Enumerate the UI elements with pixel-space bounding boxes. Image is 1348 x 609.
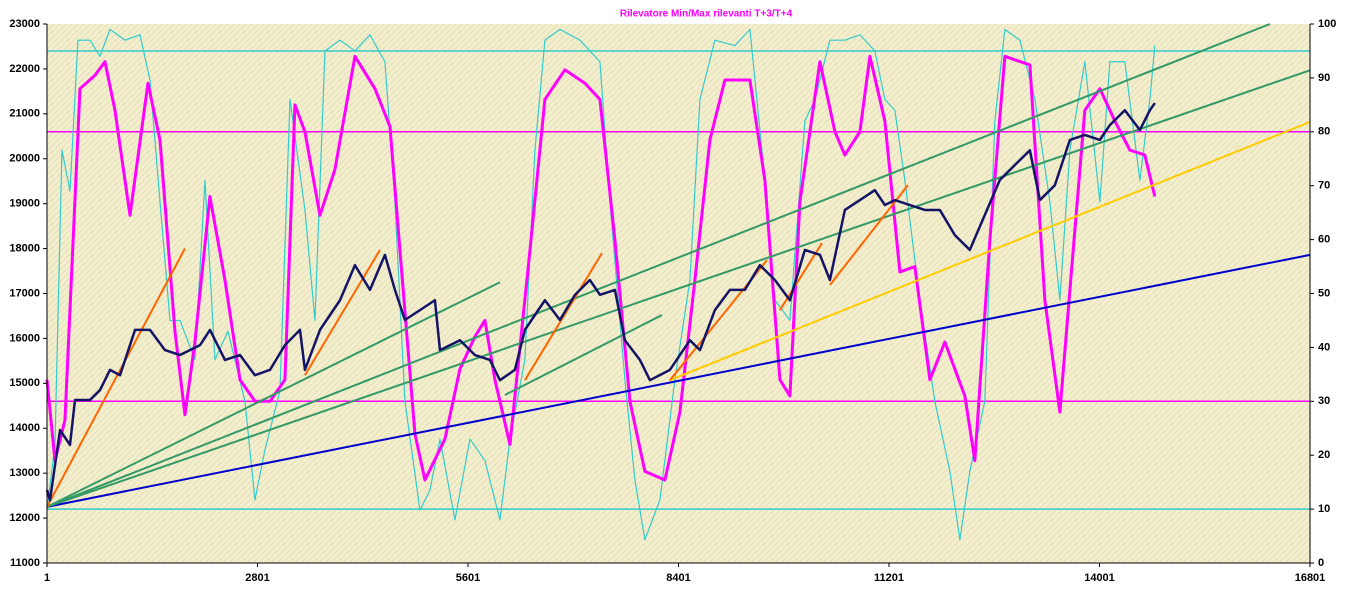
y2-tick-label: 30	[1318, 395, 1330, 407]
x-tick-label: 2801	[245, 572, 269, 584]
x-tick-label: 14001	[1084, 572, 1115, 584]
y-tick-label: 14000	[9, 422, 40, 434]
y2-tick-label: 100	[1318, 18, 1336, 30]
series-line	[45, 54, 1157, 482]
series-line	[524, 252, 603, 381]
y-tick-label: 23000	[9, 18, 40, 30]
y-tick-label: 13000	[9, 467, 40, 479]
plot-hatch	[47, 24, 1310, 563]
series-line	[46, 253, 1311, 508]
y-tick-label: 11000	[10, 557, 40, 569]
y2-tick-label: 10	[1318, 503, 1330, 515]
y-tick-label: 12000	[9, 512, 40, 524]
x-tick-label: 11201	[874, 572, 904, 584]
series-line	[46, 248, 186, 508]
y-tick-label: 21000	[9, 108, 40, 120]
y2-tick-label: 20	[1318, 449, 1330, 461]
y-tick-label: 18000	[9, 242, 40, 254]
y2-tick-label: 50	[1318, 287, 1330, 299]
series-line	[45, 102, 1156, 502]
y2-tick-label: 40	[1318, 341, 1330, 353]
series-line	[304, 249, 381, 376]
y-tick-label: 16000	[9, 332, 40, 344]
x-tick-label: 16801	[1295, 572, 1326, 584]
y2-tick-label: 60	[1318, 234, 1330, 246]
series-line	[829, 184, 909, 286]
series-line	[46, 23, 1271, 508]
y-tick-label: 22000	[9, 63, 40, 75]
y-tick-label: 19000	[9, 198, 40, 210]
x-tick-label: 1	[44, 572, 50, 584]
y-tick-label: 15000	[9, 377, 40, 389]
series-line	[46, 281, 501, 508]
y2-tick-label: 90	[1318, 72, 1330, 84]
series-line	[669, 120, 1311, 382]
series-line	[46, 69, 1311, 508]
y-tick-label: 17000	[9, 287, 40, 299]
y-tick-label: 20000	[9, 153, 40, 165]
y2-tick-label: 0	[1318, 557, 1324, 569]
y2-tick-label: 80	[1318, 126, 1330, 138]
series-line	[504, 314, 663, 396]
y2-tick-label: 70	[1318, 180, 1330, 192]
x-tick-label: 8401	[666, 572, 690, 584]
x-tick-label: 5601	[456, 572, 480, 584]
chart-title: Rilevatore Min/Max rilevanti T+3/T+4	[620, 9, 793, 20]
